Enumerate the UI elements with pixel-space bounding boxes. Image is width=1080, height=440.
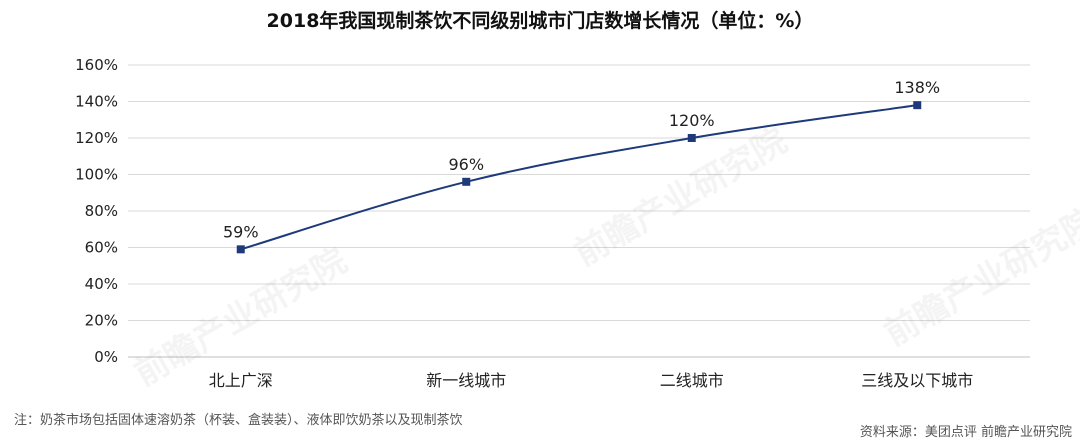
y-tick-label: 160% [75, 56, 118, 74]
series-line [240, 104, 918, 251]
data-point-marker [462, 177, 471, 186]
x-axis-ticks: 北上广深 新一线城市 二线城市 三线及以下城市 [209, 371, 974, 390]
source-text: 资料来源：美团点评 前瞻产业研究院 [859, 425, 1072, 440]
data-point-marker [913, 101, 922, 110]
grid-lines [128, 64, 1030, 358]
x-tick-label: 新一线城市 [426, 371, 506, 390]
y-tick-label: 40% [85, 275, 118, 293]
footnote: 注：奶茶市场包括固体速溶奶茶（杯装、盒装装）、液体即饮奶茶以及现制茶饮 [14, 413, 463, 428]
chart-title: 2018年我国现制茶饮不同级别城市门店数增长情况（单位：%） [266, 10, 814, 32]
data-point-marker [236, 245, 245, 254]
x-tick-label: 二线城市 [660, 371, 724, 390]
data-labels: 59% 96% 120% 138% [223, 78, 940, 241]
x-tick-label: 三线及以下城市 [861, 371, 973, 390]
data-label: 96% [448, 155, 484, 174]
y-tick-label: 60% [85, 239, 118, 257]
y-tick-label: 0% [94, 348, 118, 366]
x-tick-label: 北上广深 [209, 371, 273, 390]
data-markers [236, 101, 922, 254]
y-tick-label: 140% [75, 93, 118, 111]
data-point-marker [687, 134, 696, 142]
y-tick-label: 120% [75, 129, 118, 147]
y-tick-label: 20% [85, 312, 118, 330]
data-label: 138% [894, 78, 940, 97]
y-axis-ticks: 0% 20% 40% 60% 80% 100% 120% 140% 160% [75, 56, 118, 366]
data-label: 59% [223, 222, 259, 241]
y-tick-label: 80% [85, 202, 118, 220]
data-label: 120% [669, 111, 715, 130]
y-tick-label: 100% [75, 166, 118, 184]
